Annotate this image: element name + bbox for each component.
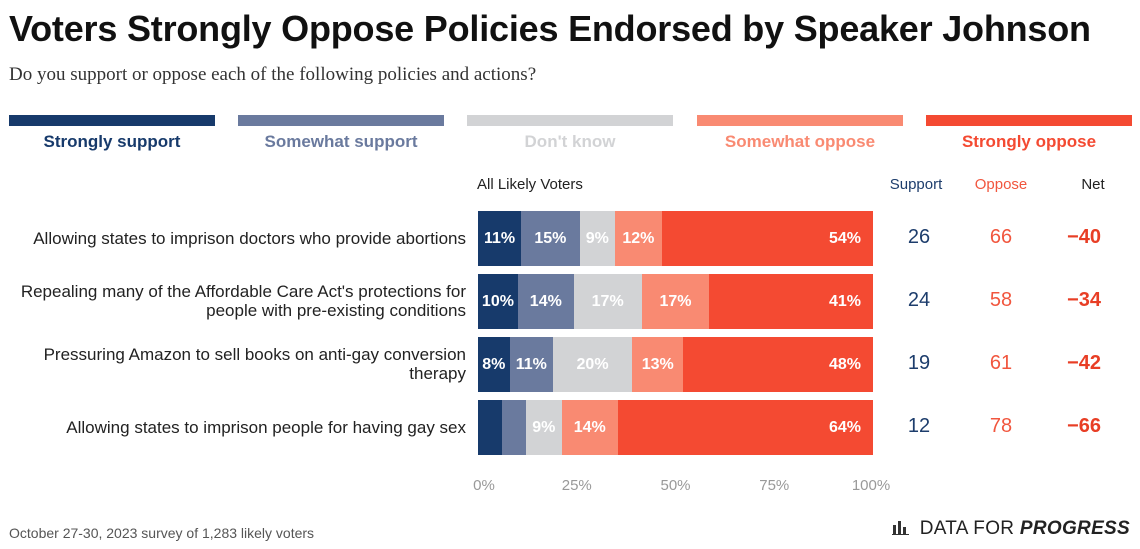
bar-segment-dont-know	[553, 337, 633, 392]
x-tick-label: 25%	[561, 477, 592, 494]
legend-swatch	[467, 115, 673, 126]
page-title: Voters Strongly Oppose Policies Endorsed…	[9, 8, 1091, 49]
bar-chart-icon	[892, 521, 910, 535]
legend-item-somewhat-oppose: Somewhat oppose	[697, 115, 903, 163]
x-tick-label: 0%	[473, 477, 495, 494]
oppose-header: Oppose	[974, 176, 1028, 193]
x-tick-label: 75%	[759, 477, 790, 494]
legend-swatch	[9, 115, 215, 126]
bar-value-label: 9%	[585, 230, 609, 247]
row-label: Allowing states to imprison people for h…	[66, 417, 466, 437]
bar-segment-strongly-support	[478, 274, 518, 329]
bar-segment-somewhat-oppose	[561, 400, 618, 455]
net-value: −66	[1067, 415, 1101, 437]
survey-note: October 27-30, 2023 survey of 1,283 like…	[9, 525, 315, 541]
x-tick-label: 50%	[660, 477, 691, 494]
bar-value-label: 8%	[482, 356, 506, 373]
legend-label: Strongly support	[43, 132, 181, 151]
bar-value-label	[478, 400, 502, 455]
bar-value-label: 48%	[828, 356, 861, 373]
bar-value-label: 13%	[641, 356, 674, 373]
oppose-value: 78	[989, 415, 1013, 437]
bar-value-label: 54%	[828, 230, 861, 247]
bar-value-label: 17%	[591, 293, 624, 310]
bar-value-label	[502, 400, 526, 455]
support-value: 19	[907, 352, 931, 374]
bar-value-label: 14%	[573, 419, 606, 436]
brand-strong: PROGRESS	[1019, 518, 1130, 539]
bar-value-label: 15%	[534, 230, 567, 247]
bar-segment-dont-know	[573, 274, 642, 329]
support-value: 24	[907, 289, 931, 311]
net-value: −34	[1067, 289, 1101, 311]
bar-value-label: 11%	[483, 230, 516, 247]
bar-segment-dont-know	[525, 400, 562, 455]
bar-value-label: 64%	[828, 419, 861, 436]
bar-segment-strongly-oppose	[709, 274, 873, 329]
bar-segment-somewhat-support	[509, 337, 554, 392]
support-value: 26	[907, 226, 931, 248]
legend-swatch	[697, 115, 903, 126]
row-label: Repealing many of the Affordable Care Ac…	[20, 282, 466, 320]
brand-logo: DATA FOR PROGRESS	[892, 518, 1130, 540]
bar-segment-strongly-support	[478, 400, 502, 455]
legend-label: Don't know	[524, 132, 616, 151]
legend-label: Strongly oppose	[961, 132, 1097, 151]
bar-segment-dont-know	[579, 211, 615, 266]
legend-label: Somewhat support	[264, 132, 418, 151]
x-tick-label: 100%	[851, 477, 891, 494]
bar-segment-strongly-oppose	[617, 400, 873, 455]
bar-value-label: 9%	[532, 419, 556, 436]
bar-segment-somewhat-oppose	[614, 211, 662, 266]
bar-value-label: 14%	[529, 293, 562, 310]
oppose-value: 58	[989, 289, 1013, 311]
legend-item-dont-know: Don't know	[467, 115, 673, 163]
group-header: All Likely Voters	[477, 176, 583, 193]
bar-value-label: 20%	[576, 356, 609, 373]
support-value: 12	[907, 415, 931, 437]
bar-value-label: 17%	[659, 293, 692, 310]
bar-segment-strongly-oppose	[683, 337, 873, 392]
bar-segment-somewhat-oppose	[632, 337, 684, 392]
bar-segment-strongly-oppose	[661, 211, 873, 266]
oppose-value: 66	[989, 226, 1013, 248]
bar-segment-strongly-support	[478, 337, 510, 392]
bar-segment-somewhat-oppose	[641, 274, 710, 329]
row-label: Allowing states to imprison doctors who …	[33, 228, 466, 248]
bar-value-label: 10%	[481, 293, 514, 310]
chart-subtitle: Do you support or oppose each of the fol…	[9, 64, 537, 85]
legend-item-strongly-oppose: Strongly oppose	[926, 115, 1132, 163]
legend-swatch	[926, 115, 1132, 126]
legend-item-somewhat-support: Somewhat support	[238, 115, 444, 163]
oppose-value: 61	[989, 352, 1013, 374]
legend-label: Somewhat oppose	[724, 132, 876, 151]
support-header: Support	[889, 176, 943, 193]
net-value: −40	[1067, 226, 1101, 248]
legend-swatch	[238, 115, 444, 126]
row-label: Pressuring Amazon to sell books on anti-…	[43, 345, 466, 383]
net-header: Net	[1081, 176, 1105, 193]
bar-segment-strongly-support	[478, 211, 522, 266]
brand-prefix: DATA FOR	[919, 518, 1015, 539]
bar-segment-somewhat-support	[501, 400, 526, 455]
net-value: −42	[1067, 352, 1101, 374]
bar-value-label: 12%	[622, 230, 655, 247]
legend-item-strongly-support: Strongly support	[9, 115, 215, 163]
bar-segment-somewhat-support	[521, 211, 580, 266]
bar-segment-somewhat-support	[517, 274, 574, 329]
bar-value-label: 11%	[515, 356, 547, 373]
bar-value-label: 41%	[828, 293, 861, 310]
